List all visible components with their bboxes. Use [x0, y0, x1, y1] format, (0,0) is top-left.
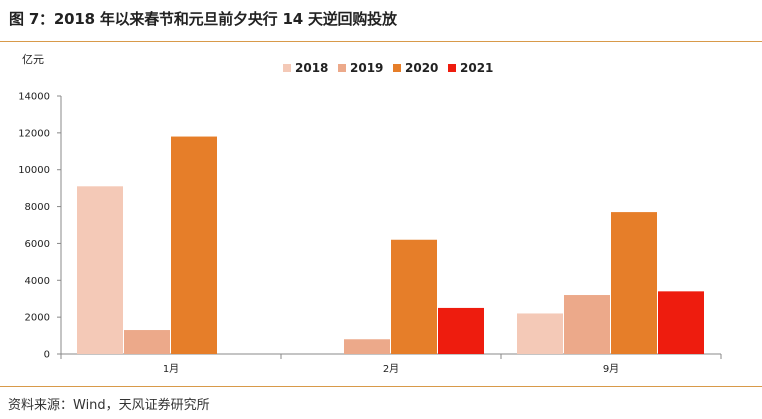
legend-swatch-2018	[283, 64, 291, 72]
y-tick-label: 12000	[18, 128, 50, 139]
source-divider	[0, 386, 762, 387]
chart-legend: 2018 2019 2020 2021	[283, 61, 493, 75]
figure-title: 图 7：2018 年以来春节和元旦前夕央行 14 天逆回购投放	[9, 10, 397, 28]
x-tick-label: 1月	[163, 363, 179, 375]
y-axis: 0 2000 4000 6000 8000 10000 12000 14000	[18, 92, 62, 361]
y-tick-label: 14000	[18, 92, 50, 103]
y-tick-label: 6000	[25, 239, 50, 250]
source-note: 资料来源：Wind，天风证券研究所	[8, 398, 210, 413]
y-tick-label: 2000	[25, 313, 50, 324]
bar-2018-1月	[77, 186, 123, 354]
bar-2020-1月	[171, 136, 217, 354]
bar-2018-9月	[517, 313, 563, 354]
bars	[77, 136, 704, 354]
legend-swatch-2019	[338, 64, 346, 72]
x-tick-label: 9月	[603, 363, 619, 375]
legend-swatch-2020	[393, 64, 401, 72]
y-tick-label: 0	[44, 350, 50, 361]
y-axis-unit-label: 亿元	[22, 53, 44, 66]
legend-swatch-2021	[448, 64, 456, 72]
x-axis: 1月 2月 9月	[60, 353, 722, 375]
bar-2019-2月	[344, 339, 390, 354]
y-tick-label: 10000	[18, 165, 50, 176]
bar-2019-1月	[124, 330, 170, 354]
x-tick-label: 2月	[383, 363, 399, 375]
bar-2020-2月	[391, 239, 437, 354]
legend-label-2021: 2021	[460, 61, 493, 75]
title-divider	[0, 41, 762, 42]
legend-label-2020: 2020	[405, 61, 438, 75]
legend-label-2018: 2018	[295, 61, 328, 75]
bar-2019-9月	[564, 295, 610, 354]
bar-2021-9月	[658, 291, 704, 354]
bar-2020-9月	[611, 212, 657, 354]
bar-chart: 亿元 2018 2019 2020 2021 0 2000 4000 6000 8000 100…	[18, 53, 722, 375]
y-tick-label: 4000	[25, 276, 50, 287]
bar-2021-2月	[438, 307, 484, 354]
legend-label-2019: 2019	[350, 61, 383, 75]
y-tick-label: 8000	[25, 202, 50, 213]
